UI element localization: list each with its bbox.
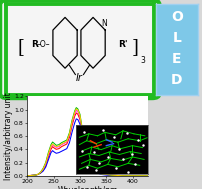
Text: 3: 3 xyxy=(140,57,145,65)
FancyBboxPatch shape xyxy=(0,0,159,98)
Text: R: R xyxy=(31,40,38,49)
Text: E: E xyxy=(172,52,182,66)
X-axis label: Wavelength/nm: Wavelength/nm xyxy=(58,186,118,189)
Text: L: L xyxy=(172,31,181,45)
Text: ]: ] xyxy=(132,38,139,56)
Text: –O–: –O– xyxy=(37,40,50,49)
Text: N: N xyxy=(101,19,107,28)
Text: Ir: Ir xyxy=(76,73,82,83)
Y-axis label: Intensity/arbitrary unit: Intensity/arbitrary unit xyxy=(3,92,13,180)
Text: [: [ xyxy=(17,38,24,56)
Text: D: D xyxy=(171,73,182,87)
Text: R': R' xyxy=(119,40,128,49)
Text: O: O xyxy=(171,10,183,24)
